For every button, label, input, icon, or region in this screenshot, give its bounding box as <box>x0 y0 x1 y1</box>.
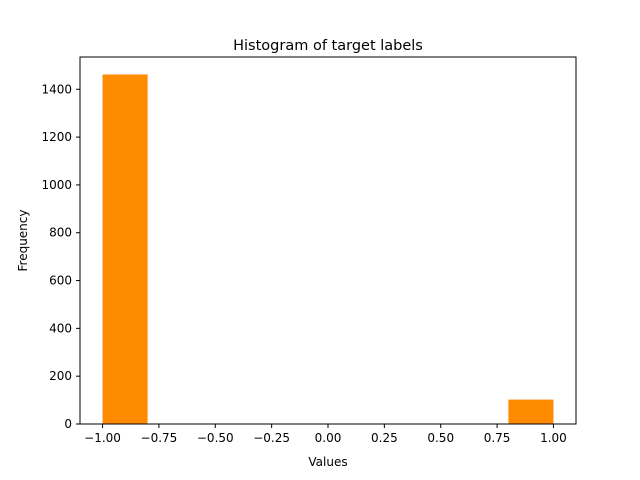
histogram-bar <box>102 74 148 424</box>
x-axis-ticks: −1.00 −0.75 −0.50 −0.25 0.00 0.25 0.50 0.75 1.00 <box>84 424 567 445</box>
plot-frame <box>79 56 577 425</box>
y-tick-label: 600 <box>49 274 72 288</box>
x-tick-label: −1.00 <box>84 431 121 445</box>
x-tick-label: −0.25 <box>253 431 290 445</box>
x-axis-label: Values <box>308 455 347 469</box>
histogram-bar <box>508 399 554 424</box>
bars-group <box>102 74 554 424</box>
x-tick-label: 0.75 <box>484 431 511 445</box>
x-tick-label: −0.75 <box>141 431 178 445</box>
x-tick-label: 0.00 <box>315 431 342 445</box>
y-tick-label: 1200 <box>41 130 72 144</box>
y-tick-label: 200 <box>49 369 72 383</box>
x-tick-label: −0.50 <box>197 431 234 445</box>
y-tick-label: 0 <box>64 417 72 431</box>
x-tick-label: 0.25 <box>371 431 398 445</box>
chart-title: Histogram of target labels <box>233 38 423 54</box>
y-tick-label: 1400 <box>41 82 72 96</box>
y-tick-label: 1000 <box>41 178 72 192</box>
y-axis-label: Frequency <box>16 210 30 272</box>
x-tick-label: 1.00 <box>540 431 567 445</box>
y-axis-ticks: 0 200 400 600 800 1000 1200 1400 <box>41 82 80 431</box>
x-tick-label: 0.50 <box>427 431 454 445</box>
y-tick-label: 400 <box>49 321 72 335</box>
y-tick-label: 800 <box>49 226 72 240</box>
